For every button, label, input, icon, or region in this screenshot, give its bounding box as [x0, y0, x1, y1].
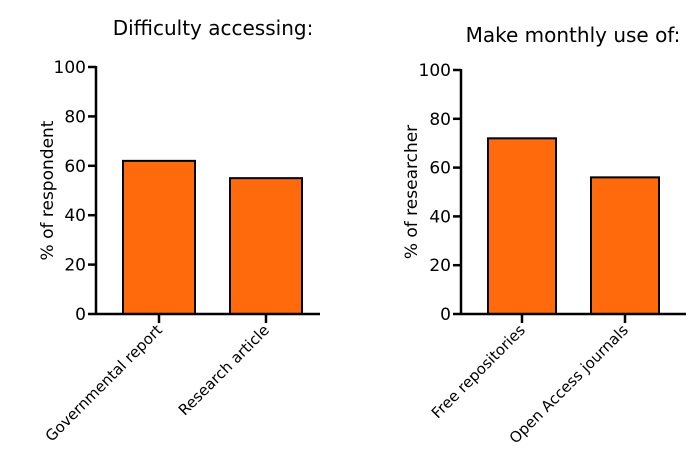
chart-title: Make monthly use of:	[466, 23, 681, 47]
bar-1	[590, 176, 660, 315]
chart-title: Difficulty accessing:	[113, 16, 314, 40]
y-tick-label: 0	[75, 305, 86, 325]
y-tick-label: 20	[429, 256, 451, 276]
y-tick-label: 60	[64, 157, 86, 177]
y-tick-label: 100	[419, 61, 451, 81]
x-category-label: Free repositories	[428, 321, 529, 422]
y-tick-label: 0	[440, 305, 451, 325]
y-tick-label: 80	[429, 110, 451, 130]
y-tick-label: 40	[429, 207, 451, 227]
y-tick-label: 80	[64, 107, 86, 127]
y-tick-label: 60	[429, 159, 451, 179]
x-category-label: Open Access journals	[506, 321, 632, 447]
bar-0	[122, 159, 196, 315]
bar-1	[229, 177, 303, 315]
y-tick-label: 100	[54, 58, 86, 78]
y-axis-label: % of researcher	[402, 125, 422, 259]
y-tick-label: 40	[64, 206, 86, 226]
bar-0	[487, 137, 557, 315]
y-tick-label: 20	[64, 256, 86, 276]
y-axis-label: % of respondent	[38, 120, 58, 260]
